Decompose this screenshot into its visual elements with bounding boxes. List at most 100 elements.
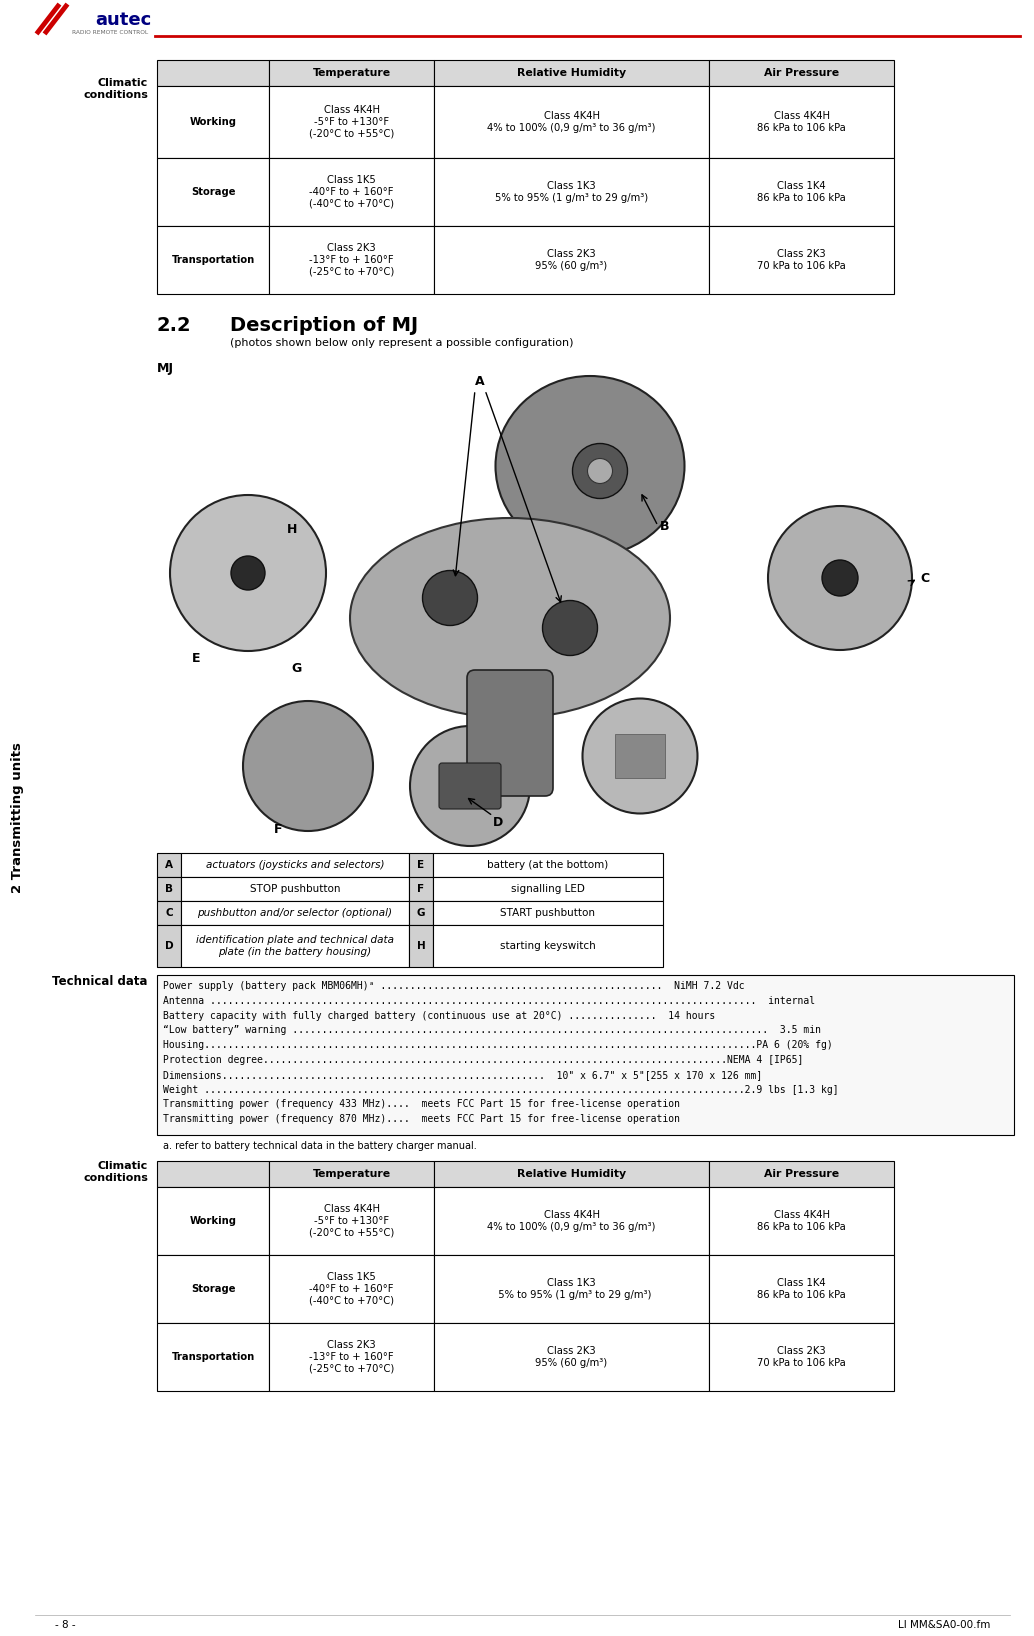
Bar	[615, 735, 665, 779]
FancyBboxPatch shape	[467, 671, 553, 797]
Text: D: D	[493, 816, 504, 829]
Text: Storage: Storage	[190, 187, 236, 196]
Bar	[433, 852, 663, 877]
Text: Power supply (battery pack MBM06MH)ᵃ ...........................................: Power supply (battery pack MBM06MH)ᵃ ...…	[163, 982, 744, 991]
Text: E: E	[418, 861, 425, 870]
Text: Class 4K4H
-5°F to +130°F
(-20°C to +55°C): Class 4K4H -5°F to +130°F (-20°C to +55°…	[309, 105, 394, 139]
Bar	[157, 852, 181, 877]
Text: Class 2K3
95% (60 g/m³): Class 2K3 95% (60 g/m³)	[536, 1346, 608, 1368]
Bar	[157, 87, 269, 159]
Text: Class 2K3
-13°F to + 160°F
(-25°C to +70°C): Class 2K3 -13°F to + 160°F (-25°C to +70…	[309, 1340, 394, 1374]
Bar	[709, 226, 894, 294]
Ellipse shape	[768, 506, 912, 649]
Bar	[434, 159, 709, 226]
Text: a. refer to battery technical data in the battery charger manual.: a. refer to battery technical data in th…	[163, 1140, 477, 1152]
Ellipse shape	[410, 726, 530, 846]
Bar	[709, 87, 894, 159]
Text: (photos shown below only represent a possible configuration): (photos shown below only represent a pos…	[230, 339, 574, 348]
Text: Class 2K3
70 kPa to 106 kPa: Class 2K3 70 kPa to 106 kPa	[757, 1346, 846, 1368]
Bar	[433, 901, 663, 924]
Text: Climatic
conditions: Climatic conditions	[83, 79, 148, 100]
Bar	[434, 226, 709, 294]
Bar	[269, 226, 434, 294]
Text: battery (at the bottom): battery (at the bottom)	[487, 861, 609, 870]
Text: Protection degree...............................................................: Protection degree.......................…	[163, 1055, 803, 1065]
Bar	[434, 1188, 709, 1255]
Text: Temperature: Temperature	[312, 69, 391, 79]
Ellipse shape	[495, 376, 685, 556]
Bar	[709, 159, 894, 226]
Text: pushbutton and/or selector (optional): pushbutton and/or selector (optional)	[197, 908, 393, 918]
Bar	[157, 378, 1027, 847]
Bar	[709, 1324, 894, 1391]
Text: Relative Humidity: Relative Humidity	[517, 69, 626, 79]
Bar	[434, 61, 709, 87]
Text: START pushbutton: START pushbutton	[500, 908, 596, 918]
Bar	[434, 87, 709, 159]
Bar	[269, 1255, 434, 1324]
Text: signalling LED: signalling LED	[511, 883, 585, 893]
Text: D: D	[164, 941, 174, 951]
Bar	[157, 226, 269, 294]
Text: Working: Working	[189, 118, 237, 128]
Bar	[409, 901, 433, 924]
Bar	[409, 852, 433, 877]
Bar	[434, 1162, 709, 1188]
Text: B: B	[660, 520, 669, 532]
Bar	[409, 924, 433, 967]
Text: Class 4K4H
86 kPa to 106 kPa: Class 4K4H 86 kPa to 106 kPa	[757, 111, 846, 133]
Text: MJ: MJ	[157, 362, 174, 375]
Text: H: H	[286, 524, 297, 537]
Text: Class 2K3
95% (60 g/m³): Class 2K3 95% (60 g/m³)	[536, 249, 608, 272]
Text: Class 1K5
-40°F to + 160°F
(-40°C to +70°C): Class 1K5 -40°F to + 160°F (-40°C to +70…	[309, 1273, 394, 1306]
Text: actuators (joysticks and selectors): actuators (joysticks and selectors)	[206, 861, 385, 870]
Ellipse shape	[231, 556, 265, 591]
Bar	[157, 901, 181, 924]
Bar	[157, 877, 181, 901]
Text: Transportation: Transportation	[172, 1351, 254, 1363]
Bar	[709, 1162, 894, 1188]
Text: Air Pressure: Air Pressure	[764, 1170, 839, 1180]
Text: Transmitting power (frequency 433 MHz)....  meets FCC Part 15 for free-license o: Transmitting power (frequency 433 MHz)..…	[163, 1099, 680, 1109]
Text: G: G	[417, 908, 425, 918]
Bar	[269, 87, 434, 159]
Text: Transmitting power (frequency 870 MHz)....  meets FCC Part 15 for free-license o: Transmitting power (frequency 870 MHz)..…	[163, 1114, 680, 1124]
Text: Class 4K4H
4% to 100% (0,9 g/m³ to 36 g/m³): Class 4K4H 4% to 100% (0,9 g/m³ to 36 g/…	[487, 111, 656, 133]
Text: Temperature: Temperature	[312, 1170, 391, 1180]
Bar	[434, 1324, 709, 1391]
Bar	[269, 1324, 434, 1391]
Text: STOP pushbutton: STOP pushbutton	[250, 883, 340, 893]
Text: 2 Transmitting units: 2 Transmitting units	[11, 743, 25, 893]
Ellipse shape	[170, 496, 326, 651]
Bar	[709, 1255, 894, 1324]
Bar	[157, 1324, 269, 1391]
Text: Class 2K3
70 kPa to 106 kPa: Class 2K3 70 kPa to 106 kPa	[757, 249, 846, 272]
Text: Climatic
conditions: Climatic conditions	[83, 1162, 148, 1183]
Bar	[181, 901, 409, 924]
Bar	[157, 1188, 269, 1255]
Ellipse shape	[582, 699, 698, 813]
Text: F: F	[418, 883, 425, 893]
Text: Class 4K4H
-5°F to +130°F
(-20°C to +55°C): Class 4K4H -5°F to +130°F (-20°C to +55°…	[309, 1204, 394, 1237]
Text: LI MM&SA0-00.fm: LI MM&SA0-00.fm	[898, 1620, 990, 1629]
Bar	[157, 924, 181, 967]
Bar	[709, 61, 894, 87]
Text: - 8 -: - 8 -	[55, 1620, 75, 1629]
Text: C: C	[165, 908, 173, 918]
Bar	[269, 159, 434, 226]
Text: C: C	[920, 571, 930, 584]
Text: Dimensions.......................................................  10" x 6.7" x : Dimensions..............................…	[163, 1070, 762, 1080]
Ellipse shape	[587, 458, 612, 484]
Text: Antenna ........................................................................: Antenna ................................…	[163, 996, 815, 1006]
Text: Class 1K3
5% to 95% (1 g/m³ to 29 g/m³): Class 1K3 5% to 95% (1 g/m³ to 29 g/m³)	[495, 182, 648, 203]
Text: Battery capacity with fully charged battery (continuous use at 20°C) ...........: Battery capacity with fully charged batt…	[163, 1011, 716, 1021]
Bar	[181, 924, 409, 967]
Text: B: B	[165, 883, 173, 893]
Text: Air Pressure: Air Pressure	[764, 69, 839, 79]
Text: Class 1K4
86 kPa to 106 kPa: Class 1K4 86 kPa to 106 kPa	[757, 1278, 846, 1299]
Text: autec: autec	[95, 11, 151, 29]
Text: H: H	[417, 941, 425, 951]
Bar	[433, 924, 663, 967]
Text: 2.2: 2.2	[157, 316, 191, 335]
Text: A: A	[165, 861, 173, 870]
